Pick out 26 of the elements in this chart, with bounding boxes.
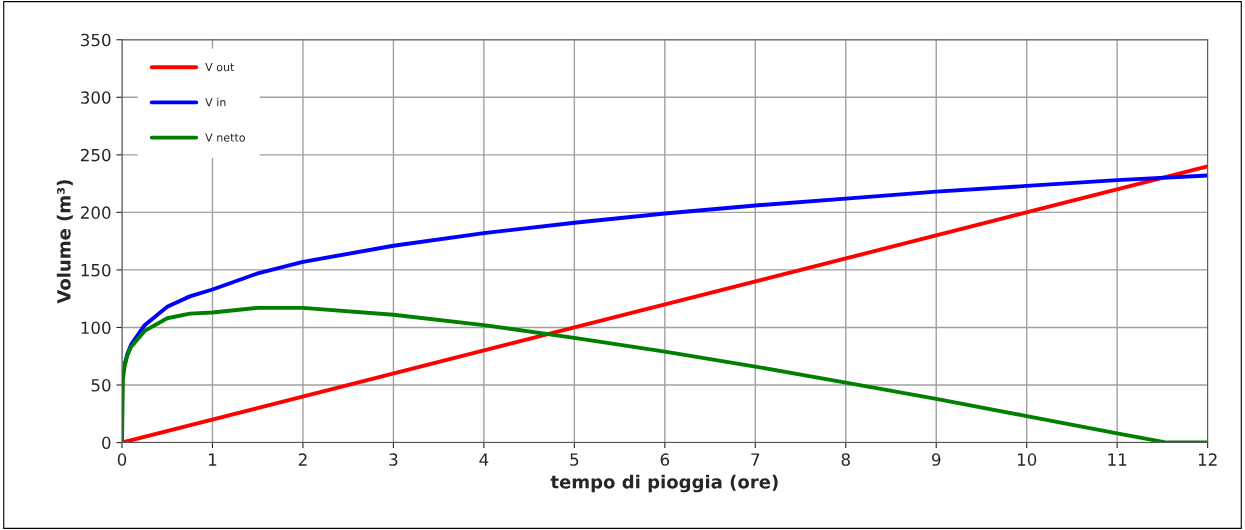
- y-tick-label: 250: [81, 148, 111, 162]
- x-tick-label: 0: [117, 453, 127, 466]
- legend-label: V netto: [205, 133, 245, 142]
- y-axis-title: Volume (m³): [56, 180, 73, 304]
- y-tick-label: 350: [81, 33, 111, 47]
- legend-label: V out: [205, 63, 235, 72]
- x-tick-label: 5: [570, 453, 579, 466]
- legend-label: V in: [205, 97, 226, 107]
- x-tick-label: 9: [931, 453, 941, 466]
- x-tick-label: 7: [751, 453, 760, 466]
- x-tick-label: 1: [209, 453, 217, 466]
- x-tick-label: 2: [298, 453, 307, 466]
- y-tick-label: 300: [81, 91, 111, 104]
- y-tick-label: 200: [81, 206, 111, 219]
- y-tick-label: 100: [81, 321, 111, 335]
- x-tick-label: 10: [1017, 453, 1037, 466]
- x-axis-title: tempo di pioggia (ore): [550, 474, 778, 493]
- x-tick-label: 12: [1198, 453, 1217, 466]
- y-tick-label: 0: [102, 436, 111, 450]
- y-tick-label: 50: [91, 378, 111, 392]
- x-tick-label: 8: [841, 453, 850, 466]
- x-tick-label: 6: [660, 453, 670, 466]
- y-tick-label: 150: [81, 263, 111, 277]
- x-tick-label: 3: [389, 453, 398, 466]
- x-tick-label: 11: [1108, 453, 1127, 466]
- x-tick-label: 4: [479, 453, 489, 466]
